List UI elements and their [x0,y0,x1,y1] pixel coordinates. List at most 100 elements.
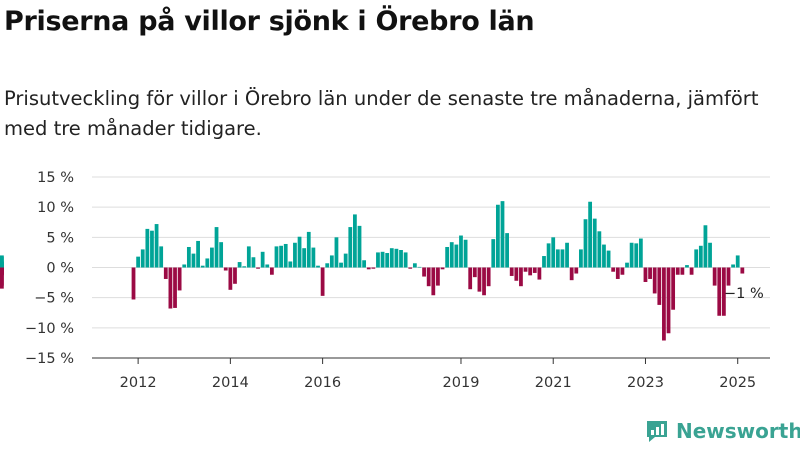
bar [532,267,537,273]
bar [436,267,440,286]
bar [542,256,546,268]
bar [242,266,247,268]
bar [509,267,514,276]
bar [279,245,283,268]
bar [708,242,712,268]
bar [233,267,237,284]
bar [196,240,200,268]
y-tick-label: 0 % [46,261,74,277]
bar [399,250,403,268]
bar [685,265,689,268]
bar [657,267,662,305]
bar [574,267,579,274]
bar [555,249,560,268]
bars [0,201,745,341]
bar [223,267,228,271]
bar [228,267,233,290]
bar [615,267,620,279]
bar [698,245,703,268]
newsworthy-icon [647,421,667,442]
bar [694,249,699,268]
bar [477,267,482,292]
bar [638,238,643,268]
bar [721,267,726,316]
bar [385,253,390,268]
bar [666,267,671,334]
bar [145,228,150,268]
bar [265,264,270,268]
bar [274,246,279,268]
bar [0,267,4,289]
bar [463,239,468,268]
x-tick-label: 2014 [212,375,249,391]
bar [643,267,648,282]
bar [186,246,191,268]
bar [0,255,4,268]
chart-title: Priserna på villor sjönk i Örebro län [4,6,535,37]
bar [136,256,141,268]
bar [689,267,694,275]
bar [569,267,574,281]
bar [376,252,380,268]
last-value-annotation: −1 % [724,286,764,302]
bar [602,244,606,268]
y-tick-label: 5 % [46,230,74,246]
bar [449,242,454,268]
bar [726,267,731,286]
bar [357,225,362,268]
x-tick-label: 2012 [120,375,157,391]
bar [353,214,357,268]
bar [154,224,159,268]
bar [283,243,288,268]
bar [219,242,224,268]
bar [210,247,214,268]
bar [426,267,431,287]
bar [362,260,367,268]
bar [408,267,413,269]
bar [565,242,569,268]
bar [500,201,505,268]
x-tick-label: 2021 [535,375,572,391]
y-tick-label: −15 % [25,351,74,367]
bar [251,257,256,268]
bar [320,267,325,296]
bar [191,253,196,268]
bar [131,267,136,300]
x-tick-label: 2016 [304,375,341,391]
bar [472,267,477,278]
bar [671,267,676,310]
brand-name: Newsworthy [676,419,800,443]
bar [389,248,394,268]
bar [551,237,556,268]
bar [712,267,717,286]
bar [459,235,463,268]
bar [325,263,330,268]
bar [629,242,634,268]
bar [150,230,154,268]
bar [159,246,164,268]
bar [634,243,639,268]
bar [412,263,417,268]
bar [505,233,509,268]
bar [329,255,334,268]
bar [597,231,602,268]
bar [731,264,735,268]
bar [302,248,307,268]
bar [431,267,436,296]
bar [486,267,491,287]
bar [740,267,745,274]
bar [366,267,371,270]
bar [403,252,408,268]
bar [380,251,385,268]
bar [546,243,551,268]
bar [237,262,242,268]
bar [482,267,486,296]
y-tick-label: 10 % [37,200,74,216]
bar [163,267,168,279]
bar [200,265,205,268]
bar [652,267,657,294]
bar [592,218,597,268]
bar [440,267,445,270]
bar [343,253,348,268]
